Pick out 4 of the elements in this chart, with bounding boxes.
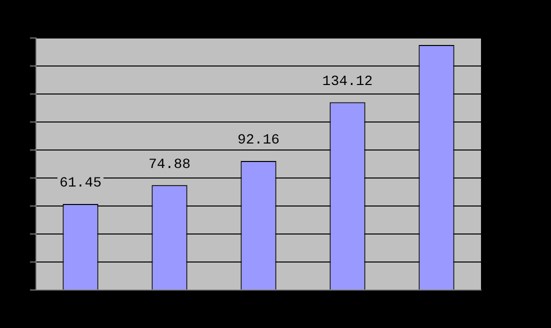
data-label: 134.12	[322, 74, 373, 90]
data-label: 92.16	[237, 132, 280, 149]
data-label: 74.88	[148, 156, 191, 173]
data-label: 61.45	[59, 176, 102, 192]
